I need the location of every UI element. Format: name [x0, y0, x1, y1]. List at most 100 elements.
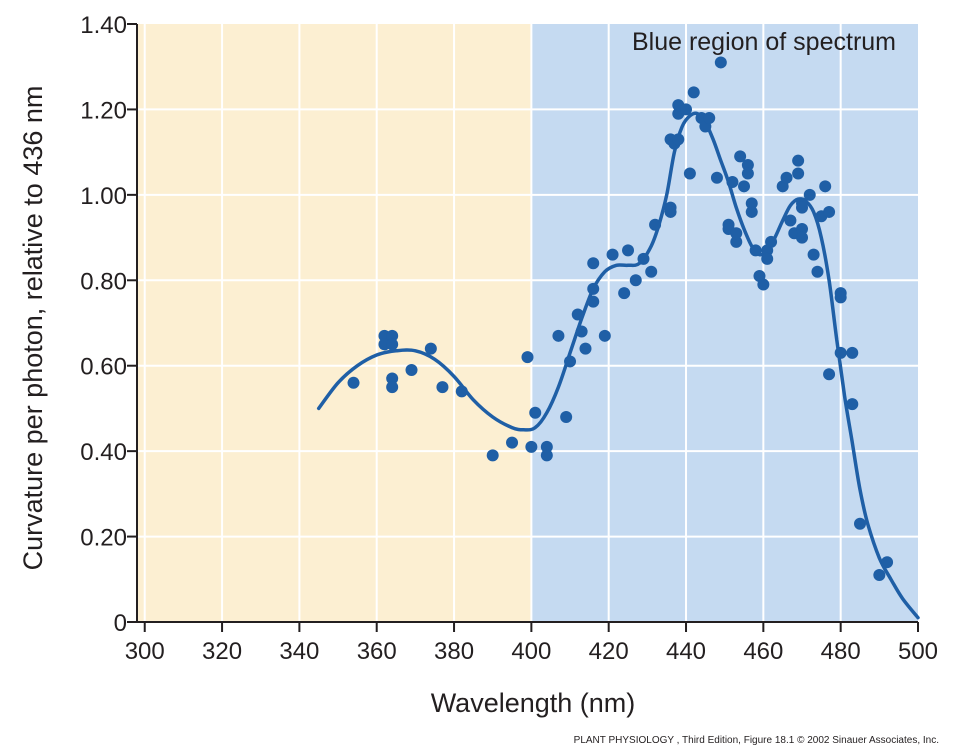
data-point-15 — [529, 406, 542, 419]
data-point-78 — [807, 248, 820, 261]
data-point-26 — [587, 257, 600, 270]
y-axis-label: Curvature per photon, relative to 436 nm — [18, 86, 48, 571]
data-point-63 — [757, 278, 770, 291]
data-point-91 — [881, 556, 894, 569]
y-tick-label-3: 0.60 — [80, 354, 127, 381]
x-tick-label-7: 440 — [666, 638, 706, 665]
data-point-27 — [598, 329, 611, 342]
data-point-72 — [792, 167, 805, 180]
spectrum-regions — [137, 24, 918, 622]
y-tick-label-2: 0.40 — [80, 439, 127, 466]
data-point-90 — [873, 569, 886, 582]
axes — [136, 24, 918, 623]
figure-credit: PLANT PHYSIOLOGY , Third Edition, Figure… — [573, 735, 939, 746]
data-point-66 — [765, 235, 778, 248]
x-tick-label-1: 320 — [202, 638, 242, 665]
data-point-7 — [405, 363, 418, 376]
data-point-81 — [819, 180, 832, 193]
data-point-55 — [734, 150, 747, 163]
data-point-43 — [683, 167, 696, 180]
y-tick-label-4: 0.80 — [80, 268, 127, 295]
region-uv — [137, 24, 532, 622]
data-point-54 — [730, 227, 743, 240]
data-point-74 — [796, 201, 809, 214]
data-point-12 — [506, 436, 519, 449]
blue-region-label: Blue region of spectrum — [632, 28, 896, 56]
data-point-69 — [784, 214, 797, 227]
data-point-9 — [436, 381, 449, 394]
data-point-87 — [846, 346, 859, 359]
y-tick-label-7: 1.40 — [80, 12, 127, 39]
data-point-88 — [846, 398, 859, 411]
data-point-52 — [726, 176, 739, 189]
data-point-33 — [645, 265, 658, 278]
data-point-25 — [587, 282, 600, 295]
data-point-85 — [834, 291, 847, 304]
data-point-20 — [564, 355, 577, 368]
data-point-32 — [637, 252, 650, 265]
x-axis-ticks: 300 320 340 360 380 400 420 440 460 480 500 — [125, 622, 938, 665]
data-point-8 — [424, 342, 437, 355]
data-point-71 — [792, 154, 805, 167]
x-tick-label-5: 400 — [511, 638, 551, 665]
x-tick-label-9: 480 — [821, 638, 861, 665]
region-blue — [531, 24, 918, 622]
y-tick-label-6: 1.20 — [80, 97, 127, 124]
data-point-19 — [560, 410, 573, 423]
data-point-4 — [386, 338, 399, 351]
x-tick-label-0: 300 — [125, 638, 165, 665]
data-point-68 — [780, 171, 793, 184]
data-point-14 — [525, 440, 538, 453]
data-point-39 — [672, 133, 685, 146]
y-tick-label-1: 0.20 — [80, 525, 127, 552]
data-point-59 — [745, 205, 758, 218]
data-point-56 — [738, 180, 751, 193]
data-point-6 — [386, 381, 399, 394]
data-point-31 — [629, 274, 642, 287]
y-tick-label-5: 1.00 — [80, 183, 127, 210]
fit-curve-group — [316, 111, 920, 620]
data-point-3 — [386, 329, 399, 342]
data-point-18 — [552, 329, 565, 342]
x-tick-label-10: 500 — [898, 638, 938, 665]
x-tick-label-2: 340 — [279, 638, 319, 665]
data-point-53 — [730, 235, 743, 248]
y-axis-ticks: 0 0.20 0.40 0.60 0.80 1.00 1.20 1.40 — [80, 12, 137, 637]
data-point-11 — [486, 449, 499, 462]
data-point-60 — [745, 197, 758, 210]
data-point-44 — [687, 86, 700, 99]
data-point-36 — [664, 205, 677, 218]
data-point-42 — [680, 103, 693, 116]
data-point-13 — [521, 351, 534, 364]
data-point-79 — [811, 265, 824, 278]
data-point-47 — [703, 111, 716, 124]
data-point-65 — [761, 252, 774, 265]
data-point-82 — [823, 205, 836, 218]
data-point-16 — [540, 440, 553, 453]
data-point-24 — [587, 295, 600, 308]
data-point-17 — [540, 449, 553, 462]
fit-curve — [316, 111, 920, 620]
data-point-76 — [796, 231, 809, 244]
data-point-29 — [618, 287, 631, 300]
data-point-21 — [571, 308, 584, 321]
data-point-30 — [622, 244, 635, 257]
y-tick-label-0: 0 — [114, 610, 127, 637]
data-point-49 — [714, 56, 727, 69]
data-point-86 — [834, 346, 847, 359]
data-point-57 — [741, 158, 754, 171]
x-tick-label-8: 460 — [743, 638, 783, 665]
data-point-77 — [803, 188, 816, 201]
data-point-28 — [606, 248, 619, 261]
x-tick-label-3: 360 — [357, 638, 397, 665]
x-tick-label-6: 420 — [589, 638, 629, 665]
data-point-58 — [741, 167, 754, 180]
data-point-0 — [347, 376, 360, 389]
data-point-10 — [455, 385, 468, 398]
data-point-22 — [575, 325, 588, 338]
data-point-83 — [823, 368, 836, 381]
gridlines — [137, 24, 918, 622]
x-axis-label: Wavelength (nm) — [431, 688, 636, 718]
data-point-34 — [649, 218, 662, 231]
